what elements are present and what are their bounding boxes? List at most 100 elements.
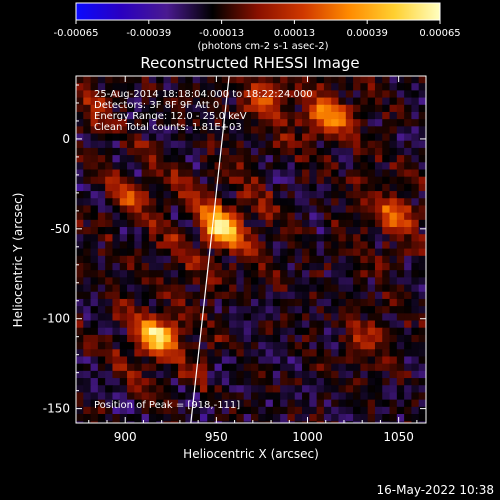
heatmap-cell xyxy=(426,213,434,221)
heatmap-cell xyxy=(338,183,347,192)
heatmap-cell xyxy=(229,119,238,127)
heatmap-cell xyxy=(207,270,216,278)
heatmap-cell xyxy=(229,291,238,300)
heatmap-cell xyxy=(163,370,172,379)
heatmap-cell xyxy=(272,291,281,300)
heatmap-cell xyxy=(265,349,274,358)
heatmap-cell xyxy=(258,327,267,336)
heatmap-cell xyxy=(404,342,413,350)
heatmap-cell xyxy=(374,162,383,171)
heatmap-cell xyxy=(236,104,245,113)
heatmap-cell xyxy=(105,406,114,415)
heatmap-cell xyxy=(214,241,223,250)
heatmap-cell xyxy=(243,248,252,257)
heatmap-cell xyxy=(229,169,238,178)
heatmap-cell xyxy=(309,90,318,99)
heatmap-cell xyxy=(156,83,165,91)
heatmap-cell xyxy=(127,327,135,336)
heatmap-cell xyxy=(148,90,157,99)
heatmap-cell xyxy=(389,183,398,192)
heatmap-cell xyxy=(396,378,405,386)
heatmap-cell xyxy=(302,133,310,142)
heatmap-cell xyxy=(105,248,114,257)
heatmap-cell xyxy=(258,191,267,199)
heatmap-cell xyxy=(309,392,318,401)
heatmap-cell xyxy=(309,119,318,127)
heatmap-cell xyxy=(185,234,194,243)
heatmap-cell xyxy=(280,83,289,91)
heatmap-cell xyxy=(156,284,165,293)
heatmap-cell xyxy=(287,262,296,271)
heatmap-cell xyxy=(353,83,361,91)
heatmap-cell xyxy=(221,284,230,293)
heatmap-cell xyxy=(251,169,259,178)
heatmap-cell xyxy=(331,219,340,228)
heatmap-cell xyxy=(316,406,325,415)
heatmap-cell xyxy=(141,119,150,127)
heatmap-cell xyxy=(367,414,376,422)
heatmap-cell xyxy=(236,342,245,350)
heatmap-cell xyxy=(302,140,310,149)
heatmap-cell xyxy=(141,298,150,307)
heatmap-cell xyxy=(323,370,332,379)
heatmap-cell xyxy=(309,176,318,185)
heatmap-cell xyxy=(112,191,121,199)
heatmap-cell xyxy=(353,140,361,149)
heatmap-cell xyxy=(112,385,121,394)
heatmap-cell xyxy=(418,147,426,156)
heatmap-cell xyxy=(243,356,252,365)
heatmap-cell xyxy=(148,385,157,394)
heatmap-cell xyxy=(411,104,420,113)
heatmap-cell xyxy=(404,399,413,408)
heatmap-cell xyxy=(192,219,201,228)
heatmap-cell xyxy=(389,255,398,264)
heatmap-cell xyxy=(236,306,245,314)
heatmap-cell xyxy=(418,83,426,91)
heatmap-cell xyxy=(353,133,361,142)
heatmap-cell xyxy=(280,140,289,149)
heatmap-cell xyxy=(396,248,405,257)
heatmap-cell xyxy=(127,284,135,293)
heatmap-cell xyxy=(360,241,369,250)
heatmap-cell xyxy=(360,370,369,379)
heatmap-cell xyxy=(141,169,150,178)
heatmap-cell xyxy=(345,90,354,99)
heatmap-cell xyxy=(258,277,267,286)
heatmap-cell xyxy=(404,183,413,192)
heatmap-cell xyxy=(426,313,434,321)
heatmap-cell xyxy=(323,140,332,149)
heatmap-cell xyxy=(280,284,289,293)
heatmap-cell xyxy=(207,255,216,264)
heatmap-cell xyxy=(171,428,179,436)
heatmap-cell xyxy=(156,406,165,415)
heatmap-cell xyxy=(426,385,434,393)
heatmap-cell xyxy=(316,155,325,163)
heatmap-cell xyxy=(294,126,303,135)
heatmap-cell xyxy=(309,349,318,358)
heatmap-cell xyxy=(345,198,354,207)
heatmap-cell xyxy=(134,378,143,386)
heatmap-cell xyxy=(112,349,121,358)
heatmap-cell xyxy=(141,126,150,135)
heatmap-cell xyxy=(119,277,128,286)
heatmap-cell xyxy=(426,356,434,364)
heatmap-cell xyxy=(127,219,135,228)
heatmap-cell xyxy=(134,277,143,286)
y-tick-label: -150 xyxy=(43,402,70,416)
heatmap-cell xyxy=(243,284,252,293)
heatmap-cell xyxy=(353,205,361,214)
heatmap-cell xyxy=(338,90,347,99)
heatmap-cell xyxy=(83,76,92,84)
timestamp: 16-May-2022 10:38 xyxy=(377,483,494,497)
heatmap-cell xyxy=(309,147,318,156)
heatmap-cell xyxy=(294,327,303,336)
heatmap-cell xyxy=(338,349,347,358)
heatmap-cell xyxy=(76,414,84,422)
heatmap-cell xyxy=(287,255,296,264)
heatmap-cell xyxy=(199,414,208,422)
heatmap-cell xyxy=(192,349,201,358)
heatmap-cell xyxy=(185,83,194,91)
heatmap-cell xyxy=(411,83,420,91)
heatmap-cell xyxy=(382,126,391,135)
heatmap-cell xyxy=(287,176,296,185)
